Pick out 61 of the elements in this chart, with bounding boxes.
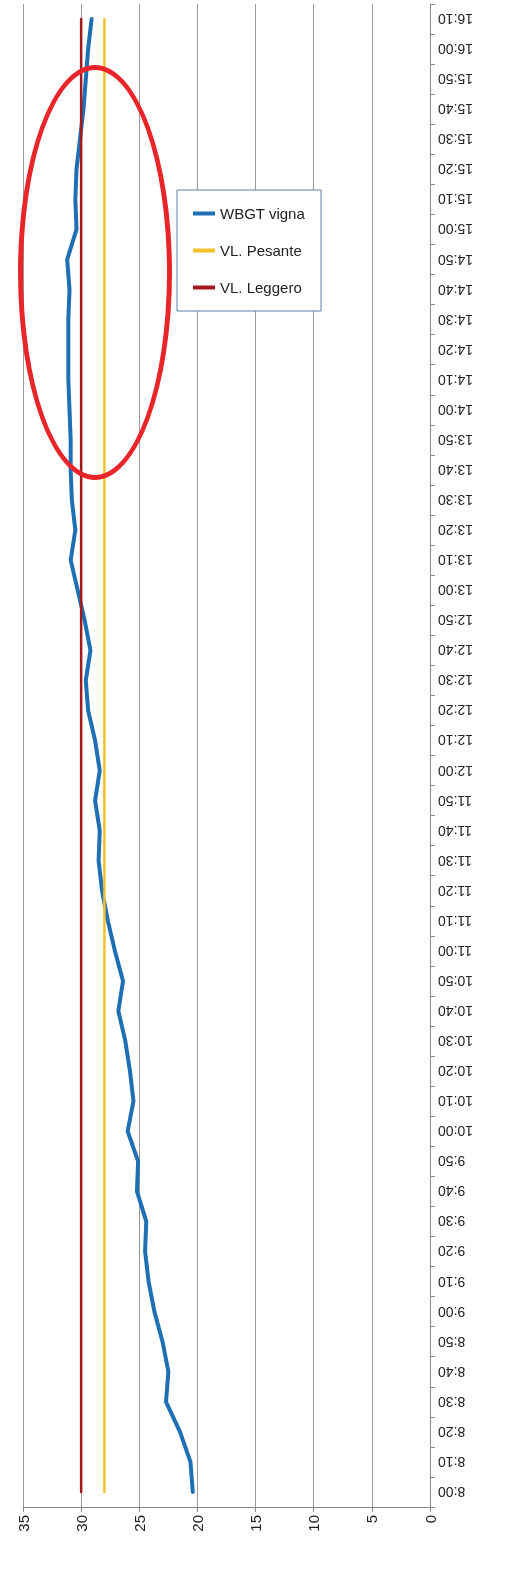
- y-tick-label: 8:50: [437, 1333, 466, 1350]
- y-tick-label: 8:10: [437, 1453, 466, 1470]
- y-tick-label: 15:20: [437, 161, 474, 178]
- y-tick-label: 8:30: [437, 1393, 466, 1410]
- y-tick-label: 12:50: [437, 612, 474, 629]
- y-tick-label: 14:40: [437, 281, 474, 298]
- y-tick-label: 10:20: [437, 1063, 474, 1080]
- y-tick-label: 16:10: [437, 11, 474, 28]
- y-tick-label: 10:50: [437, 972, 474, 989]
- y-tick-label: 12:40: [437, 642, 474, 659]
- x-tick-label: 20: [188, 1515, 206, 1532]
- y-tick-label: 13:50: [437, 431, 474, 448]
- x-tick-label: 5: [363, 1515, 381, 1524]
- legend-label: WBGT vigna: [220, 205, 306, 222]
- y-tick-label: 13:30: [437, 491, 474, 508]
- y-tick-label: 8:40: [437, 1363, 466, 1380]
- x-tick-label: 15: [247, 1515, 265, 1532]
- y-tick-label: 10:30: [437, 1033, 474, 1050]
- y-tick-label: 12:00: [437, 762, 474, 779]
- y-tick-label: 15:50: [437, 71, 474, 88]
- y-tick-label: 16:00: [437, 41, 474, 58]
- y-tick-label: 11:30: [437, 852, 472, 869]
- y-tick-label: 10:10: [437, 1093, 474, 1110]
- x-tick-label: 0: [421, 1515, 439, 1524]
- y-tick-label: 8:00: [437, 1483, 466, 1500]
- y-tick-label: 11:10: [437, 912, 472, 929]
- y-tick-label: 11:40: [437, 822, 472, 839]
- y-tick-label: 9:30: [437, 1213, 466, 1230]
- y-tick-label: 10:40: [437, 1003, 474, 1020]
- y-tick-label: 12:30: [437, 672, 474, 689]
- legend-label: VL. Leggero: [220, 279, 302, 296]
- y-tick-label: 12:10: [437, 732, 474, 749]
- y-tick-label: 14:00: [437, 401, 474, 418]
- x-tick-label: 10: [305, 1515, 323, 1532]
- y-tick-label: 11:50: [437, 792, 472, 809]
- legend-label: VL. Pesante: [220, 242, 302, 259]
- y-tick-label: 9:00: [437, 1303, 466, 1320]
- y-tick-label: 13:10: [437, 552, 474, 569]
- x-tick-label: 35: [14, 1515, 32, 1532]
- y-tick-label: 15:40: [437, 101, 474, 118]
- y-tick-label: 10:00: [437, 1123, 474, 1140]
- y-tick-label: 15:00: [437, 221, 474, 238]
- y-tick-label: 14:10: [437, 371, 474, 388]
- y-tick-label: 13:20: [437, 522, 474, 539]
- y-tick-label: 15:30: [437, 131, 474, 148]
- y-tick-label: 15:10: [437, 191, 474, 208]
- y-tick-label: 8:20: [437, 1423, 466, 1440]
- y-tick-label: 9:20: [437, 1243, 466, 1260]
- y-tick-label: 9:40: [437, 1183, 466, 1200]
- y-tick-label: 11:00: [437, 942, 472, 959]
- y-tick-label: 14:20: [437, 341, 474, 358]
- y-tick-label: 13:00: [437, 582, 474, 599]
- y-tick-label: 11:20: [437, 882, 472, 899]
- y-tick-label: 13:40: [437, 461, 474, 478]
- y-tick-label: 9:10: [437, 1273, 466, 1290]
- y-tick-label: 14:30: [437, 311, 474, 328]
- y-tick-label: 14:50: [437, 251, 474, 268]
- y-tick-label: 9:50: [437, 1153, 466, 1170]
- y-tick-label: 12:20: [437, 702, 474, 719]
- x-tick-label: 25: [130, 1515, 148, 1532]
- x-tick-label: 30: [72, 1515, 90, 1532]
